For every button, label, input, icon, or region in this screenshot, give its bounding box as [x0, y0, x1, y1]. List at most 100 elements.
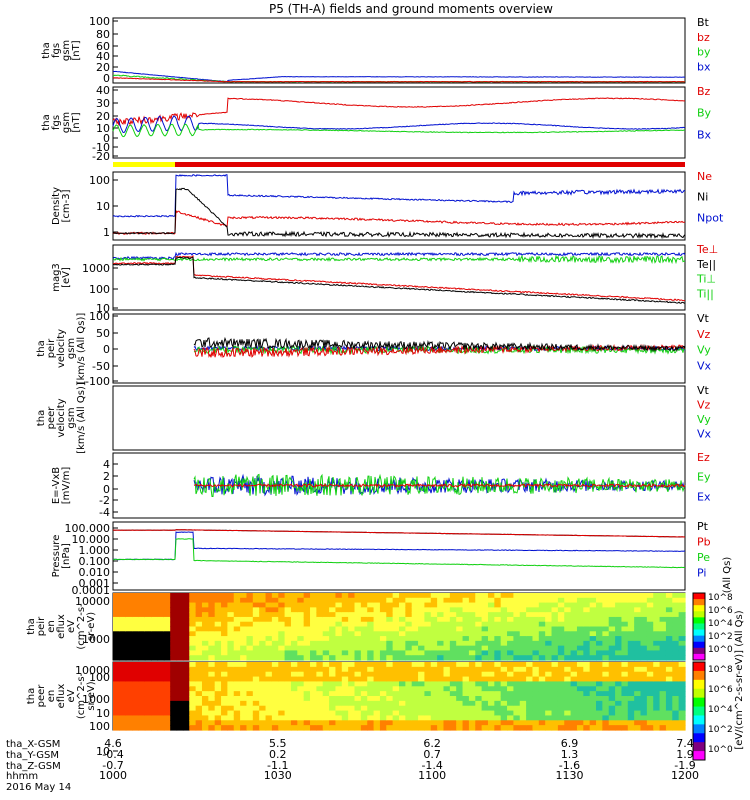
- y-tick-label: 100: [89, 310, 110, 323]
- spectrogram-cell: [348, 705, 356, 712]
- spectrogram-cell: [538, 720, 546, 726]
- spectrogram-cell: [189, 621, 197, 628]
- spectrogram-cell: [195, 666, 203, 673]
- spectrogram-cell: [271, 662, 279, 668]
- spectrogram-cell: [551, 676, 559, 683]
- y-axis-label: gsm: [61, 40, 72, 61]
- spectrogram-cell: [418, 655, 426, 661]
- spectrogram-cell: [265, 645, 273, 652]
- y-tick-label: 100: [89, 283, 110, 296]
- spectrogram-cell: [443, 593, 451, 599]
- y-tick-label: 10: [96, 745, 110, 758]
- spectrogram-cell: [545, 597, 553, 604]
- spectrogram-cell: [278, 681, 286, 687]
- spectrogram-cell: [170, 650, 178, 656]
- spectrogram-cell: [132, 655, 140, 661]
- spectrogram-cell: [615, 612, 623, 618]
- spectrogram-cell: [329, 671, 337, 678]
- spectrogram-cell: [424, 655, 432, 661]
- panel-frame: [112, 244, 686, 311]
- spectrogram-cell: [284, 715, 292, 721]
- spectrogram-cell: [627, 691, 635, 697]
- spectrogram-cell: [519, 681, 527, 687]
- spectrogram-cell: [500, 671, 508, 678]
- spectrogram-cell: [507, 686, 514, 692]
- spectrogram-cell: [290, 700, 298, 707]
- spectrogram-cell: [678, 686, 686, 692]
- spectrogram-cell: [297, 655, 305, 661]
- spectrogram-cell: [208, 640, 216, 647]
- spectrogram-cell: [557, 710, 565, 717]
- spectrogram-cell: [500, 597, 508, 604]
- spectrogram-cell: [596, 631, 603, 637]
- spectrogram-cell: [310, 602, 317, 608]
- y-tick-label: 10: [96, 302, 110, 315]
- spectrogram-cell: [437, 696, 445, 702]
- spectrogram-cell: [615, 640, 623, 647]
- spectrogram-cell: [348, 666, 356, 673]
- spectrogram-cell: [195, 686, 203, 692]
- spectrogram-cell: [449, 602, 457, 608]
- spectrogram-cell: [208, 681, 216, 687]
- spectrogram-cell: [608, 700, 616, 707]
- spectrogram-cell: [373, 725, 381, 731]
- spectrogram-cell: [411, 631, 419, 637]
- y-axis-label: [mV/m]: [61, 467, 72, 505]
- spectrogram-cell: [672, 655, 680, 661]
- spectrogram-cell: [252, 720, 260, 726]
- spectrogram-cell: [132, 710, 140, 717]
- y-tick-label: 40: [96, 84, 110, 97]
- spectrogram-cell: [646, 650, 654, 656]
- spectrogram-cell: [665, 616, 673, 623]
- spectrogram-cell: [290, 686, 298, 692]
- spectrogram-cell: [418, 597, 426, 604]
- spectrogram-cell: [678, 636, 686, 642]
- spectrogram-cell: [303, 640, 311, 647]
- spectrogram-cell: [411, 636, 419, 642]
- spectrogram-cell: [348, 607, 356, 613]
- spectrogram-cell: [653, 636, 661, 642]
- spectrogram-cell: [379, 631, 387, 637]
- spectrogram-cell: [513, 636, 521, 642]
- spectrogram-cell: [678, 593, 686, 599]
- spectrogram-cell: [519, 612, 527, 618]
- spectrogram-cell: [513, 720, 521, 726]
- spectrogram-cell: [316, 686, 324, 692]
- spectrogram-cell: [113, 681, 120, 687]
- y-axis-label: eV: [66, 620, 77, 633]
- spectrogram-cell: [367, 720, 375, 726]
- spectrogram-cell: [462, 645, 470, 652]
- spectrogram-cell: [348, 710, 356, 717]
- spectrogram-cell: [608, 662, 616, 668]
- spectrogram-cell: [119, 640, 127, 647]
- spectrogram-cell: [214, 621, 222, 628]
- spectrogram-cell: [189, 602, 197, 608]
- spectrogram-cell: [659, 720, 667, 726]
- spectrogram-cell: [329, 607, 337, 613]
- spectrogram-cell: [538, 645, 546, 652]
- spectrogram-cell: [487, 602, 495, 608]
- spectrogram-cell: [348, 681, 356, 687]
- spectrogram-cell: [481, 671, 489, 678]
- spectrogram-cell: [151, 710, 159, 717]
- spectrogram-cell: [602, 691, 610, 697]
- legend-entry: Bt: [697, 16, 710, 29]
- spectrogram-cell: [386, 626, 394, 632]
- spectrogram-cell: [430, 607, 438, 613]
- spectrogram-cell: [348, 700, 356, 707]
- spectrogram-cell: [354, 645, 362, 652]
- spectrogram-cell: [221, 676, 228, 683]
- spectrogram-cell: [405, 602, 413, 608]
- spectrogram-cell: [538, 626, 546, 632]
- spectrogram-cell: [627, 621, 635, 628]
- y-tick-label: 60: [96, 40, 110, 53]
- spectrogram-cell: [182, 645, 190, 652]
- spectrogram-cell: [399, 607, 406, 613]
- spectrogram-cell: [481, 715, 489, 721]
- spectrogram-cell: [208, 691, 216, 697]
- spectrogram-cell: [163, 681, 171, 687]
- spectrogram-cell: [170, 593, 178, 599]
- spectrogram-cell: [570, 720, 578, 726]
- spectrogram-cell: [456, 650, 464, 656]
- spectrogram-cell: [119, 686, 127, 692]
